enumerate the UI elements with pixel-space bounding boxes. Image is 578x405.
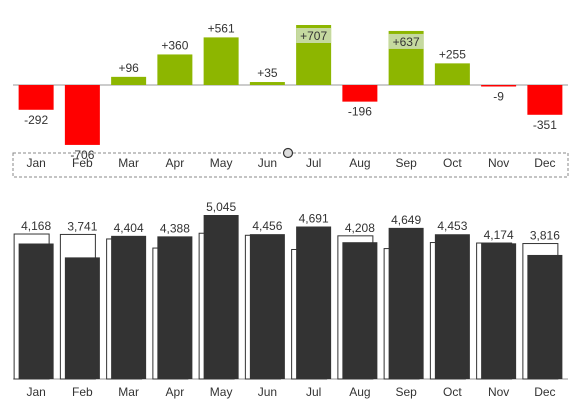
variance-label-sep: +637 xyxy=(393,35,420,49)
actual-bar-dec xyxy=(527,254,563,379)
variance-label-jun: +35 xyxy=(257,66,278,80)
actual-label-apr: 4,388 xyxy=(160,221,190,235)
actual-tick-jul: Jul xyxy=(306,385,321,399)
actual-label-jan: 4,168 xyxy=(21,219,51,233)
actual-bar-oct xyxy=(434,234,470,379)
variance-tick-apr: Apr xyxy=(166,156,185,170)
actual-bar-jan xyxy=(18,243,54,379)
variance-bar-dec xyxy=(527,85,563,115)
actual-tick-dec: Dec xyxy=(534,385,555,399)
actual-label-aug: 4,208 xyxy=(345,221,375,235)
variance-label-oct: +255 xyxy=(439,47,466,61)
actual-label-nov: 4,174 xyxy=(484,228,514,242)
actual-tick-oct: Oct xyxy=(443,385,462,399)
variance-bar-jun xyxy=(249,82,285,85)
actual-tick-sep: Sep xyxy=(395,385,417,399)
variance-bar-nov xyxy=(481,85,517,87)
actual-label-sep: 4,649 xyxy=(391,213,421,227)
variance-label-nov: -9 xyxy=(493,90,504,104)
variance-bar-feb xyxy=(64,85,100,145)
actual-bar-feb xyxy=(64,257,100,379)
actual-label-oct: 4,453 xyxy=(437,219,467,233)
variance-bar-highlight-jul xyxy=(296,28,332,43)
variance-label-mar: +96 xyxy=(118,61,139,75)
variance-tick-jun: Jun xyxy=(258,156,277,170)
actual-label-jul: 4,691 xyxy=(299,212,329,226)
actual-tick-jun: Jun xyxy=(258,385,277,399)
actual-bar-mar xyxy=(111,235,147,379)
variance-bar-mar xyxy=(111,76,147,85)
variance-label-dec: -351 xyxy=(533,118,557,132)
variance-bar-highlight-sep xyxy=(388,33,424,49)
actual-tick-mar: Mar xyxy=(118,385,139,399)
variance-tick-sep: Sep xyxy=(395,156,417,170)
range-slider[interactable] xyxy=(12,147,569,178)
actual-bar-jul xyxy=(296,226,332,379)
actual-tick-jan: Jan xyxy=(26,385,45,399)
actual-tick-apr: Apr xyxy=(166,385,185,399)
actual-tick-aug: Aug xyxy=(349,385,370,399)
variance-tick-aug: Aug xyxy=(349,156,370,170)
actual-tick-may: May xyxy=(210,385,233,399)
actual-tick-feb: Feb xyxy=(72,385,93,399)
variance-label-jul: +707 xyxy=(300,29,327,43)
variance-tick-nov: Nov xyxy=(488,156,509,170)
variance-label-may: +561 xyxy=(208,21,235,35)
actual-bar-sep xyxy=(388,227,424,379)
variance-bar-oct xyxy=(434,63,470,85)
actual-label-mar: 4,404 xyxy=(114,221,144,235)
variance-tick-jul: Jul xyxy=(306,156,321,170)
actual-label-dec: 3,816 xyxy=(530,229,560,243)
variance-tick-may: May xyxy=(210,156,233,170)
variance-bar-jan xyxy=(18,85,54,110)
actual-bar-aug xyxy=(342,242,378,379)
actual-bar-may xyxy=(203,215,239,379)
variance-bar-may xyxy=(203,37,239,85)
range-selector-handle[interactable] xyxy=(282,147,294,159)
variance-tick-mar: Mar xyxy=(118,156,139,170)
actual-bar-nov xyxy=(481,243,517,379)
variance-tick-feb: Feb xyxy=(72,156,93,170)
actual-bar-apr xyxy=(157,236,193,379)
variance-bar-apr xyxy=(157,54,193,85)
variance-tick-dec: Dec xyxy=(534,156,555,170)
variance-label-jan: -292 xyxy=(24,113,48,127)
variance-tick-oct: Oct xyxy=(443,156,462,170)
variance-label-aug: -196 xyxy=(348,105,372,119)
actual-bar-jun xyxy=(249,234,285,379)
variance-bar-aug xyxy=(342,85,378,102)
actual-chart: 4,168 Jan 3,741 Feb 4,404 Mar 4,388 Apr 5,045 May… xyxy=(13,200,568,399)
variance-tick-jan: Jan xyxy=(26,156,45,170)
actual-tick-nov: Nov xyxy=(488,385,509,399)
actual-label-feb: 3,741 xyxy=(67,219,97,233)
actual-label-jun: 4,456 xyxy=(252,219,282,233)
actual-label-may: 5,045 xyxy=(206,200,236,214)
variance-label-feb: -706 xyxy=(70,148,94,162)
variance-label-apr: +360 xyxy=(161,38,188,52)
